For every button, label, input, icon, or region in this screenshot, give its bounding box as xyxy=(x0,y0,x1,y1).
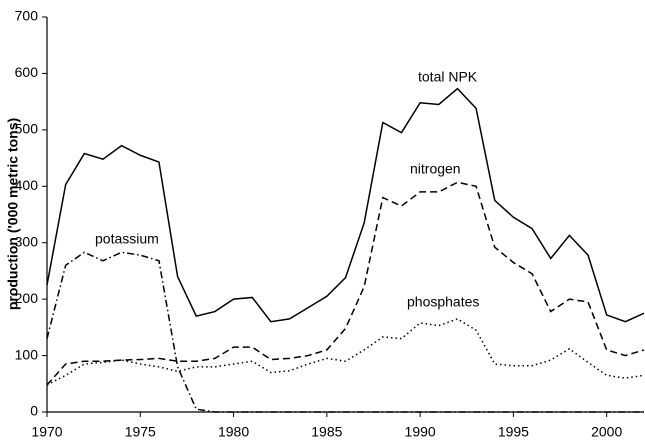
series-line xyxy=(46,181,645,386)
x-tick-label: 1995 xyxy=(498,424,529,440)
y-tick-label: 200 xyxy=(15,290,39,306)
x-tick-label: 1975 xyxy=(125,424,156,440)
series-line xyxy=(46,251,644,413)
x-tick-label: 1990 xyxy=(405,424,436,440)
y-tick-label: 600 xyxy=(15,64,39,80)
y-tick-label: 700 xyxy=(15,8,39,24)
x-tick-label: 1985 xyxy=(311,424,342,440)
y-tick-label: 500 xyxy=(15,121,39,137)
x-tick-label: 2000 xyxy=(591,424,622,440)
y-tick-label: 100 xyxy=(15,346,39,362)
series-label: phosphates xyxy=(407,294,479,310)
series-line xyxy=(46,87,645,323)
series-label: potassium xyxy=(95,231,159,247)
series-label: nitrogen xyxy=(410,161,461,177)
y-tick-label: 0 xyxy=(30,403,38,419)
y-axis-label: production ('000 metric tons) xyxy=(5,118,21,310)
y-tick-label: 300 xyxy=(15,233,39,249)
x-tick-label: 1980 xyxy=(218,424,249,440)
series-label: total NPK xyxy=(418,69,478,85)
y-tick-label: 400 xyxy=(15,177,39,193)
series-line xyxy=(46,318,645,386)
x-tick-label: 1970 xyxy=(31,424,62,440)
